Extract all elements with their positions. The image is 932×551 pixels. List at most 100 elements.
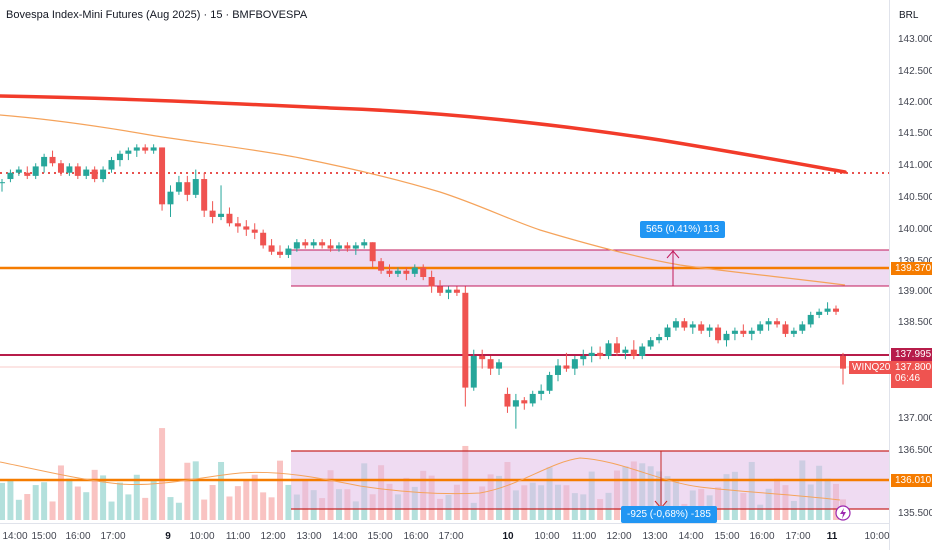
candle-body[interactable] [521, 400, 528, 404]
candle-body[interactable] [378, 261, 385, 271]
candle-body[interactable] [142, 147, 149, 151]
candle-body[interactable] [83, 169, 90, 176]
candle-body[interactable] [243, 226, 250, 230]
candle-body[interactable] [622, 349, 629, 353]
candle-body[interactable] [327, 245, 334, 249]
candle-body[interactable] [706, 327, 713, 331]
candle-body[interactable] [555, 365, 561, 375]
candle-body[interactable] [479, 356, 486, 360]
candle-body[interactable] [757, 324, 764, 331]
time-axis[interactable] [0, 523, 889, 551]
candle-body[interactable] [470, 356, 477, 388]
candle-body[interactable] [580, 356, 587, 360]
candle-body[interactable] [100, 169, 107, 180]
candle-body[interactable] [790, 330, 797, 334]
candle-body[interactable] [369, 242, 376, 262]
candle-body[interactable] [57, 163, 64, 173]
candle-body[interactable] [824, 308, 831, 312]
candle-body[interactable] [66, 166, 73, 173]
candle-body[interactable] [91, 169, 98, 180]
candle-body[interactable] [512, 400, 519, 407]
candle-body[interactable] [293, 242, 300, 249]
candle-body[interactable] [597, 352, 604, 356]
currency-label[interactable]: BRL [899, 10, 919, 21]
candle-body[interactable] [462, 292, 469, 388]
candle-body[interactable] [504, 393, 511, 407]
candle-body[interactable] [588, 352, 595, 356]
candle-body[interactable] [748, 330, 755, 334]
candle-body[interactable] [150, 147, 157, 151]
candle-body[interactable] [681, 321, 688, 328]
candle-body[interactable] [546, 374, 553, 391]
candle-body[interactable] [453, 289, 460, 293]
candle-body[interactable] [538, 390, 545, 394]
candle-body[interactable] [310, 242, 317, 246]
candle-body[interactable] [698, 324, 705, 331]
candle-body[interactable] [496, 362, 503, 369]
candle-body[interactable] [529, 393, 536, 404]
candle-body[interactable] [731, 330, 738, 334]
candle-body[interactable] [277, 251, 283, 255]
candle-body[interactable] [352, 245, 359, 249]
candle-body[interactable] [125, 150, 132, 154]
price-axis[interactable] [889, 0, 932, 550]
candle-body[interactable] [218, 213, 225, 217]
candle-body[interactable] [740, 330, 747, 334]
candle-body[interactable] [0, 182, 5, 184]
candle-body[interactable] [605, 343, 612, 356]
candle-body[interactable] [260, 232, 267, 246]
candle-body[interactable] [344, 245, 351, 249]
candle-body[interactable] [639, 346, 646, 356]
candle-body[interactable] [192, 179, 199, 195]
candle-body[interactable] [234, 223, 241, 227]
candle-body[interactable] [32, 166, 39, 176]
candle-body[interactable] [175, 182, 182, 192]
candlesticks[interactable] [0, 144, 846, 429]
candle-body[interactable] [319, 242, 326, 246]
candle-body[interactable] [833, 308, 839, 312]
candle-body[interactable] [15, 169, 22, 173]
candle-body[interactable] [116, 153, 123, 161]
candle-body[interactable] [487, 359, 494, 369]
candle-body[interactable] [647, 340, 654, 347]
candle-body[interactable] [394, 270, 401, 274]
candle-body[interactable] [563, 365, 570, 369]
candle-body[interactable] [386, 270, 393, 274]
candle-body[interactable] [7, 172, 14, 180]
candle-body[interactable] [403, 270, 410, 274]
candle-body[interactable] [807, 314, 814, 325]
candle-body[interactable] [656, 337, 663, 341]
candle-body[interactable] [799, 324, 806, 331]
candle-body[interactable] [428, 277, 435, 287]
candle-body[interactable] [201, 179, 208, 211]
candle-body[interactable] [816, 311, 823, 315]
candle-body[interactable] [184, 182, 191, 195]
candle-body[interactable] [268, 245, 275, 252]
candle-body[interactable] [133, 147, 140, 151]
candle-body[interactable] [167, 191, 174, 205]
candle-body[interactable] [782, 324, 789, 334]
candle-body[interactable] [302, 242, 309, 246]
candle-body[interactable] [723, 333, 730, 341]
candle-body[interactable] [420, 267, 427, 277]
candle-body[interactable] [840, 356, 846, 369]
candle-body[interactable] [49, 156, 56, 164]
candle-body[interactable] [251, 229, 258, 233]
candle-body[interactable] [571, 359, 578, 369]
candle-body[interactable] [209, 210, 216, 217]
candle-body[interactable] [24, 172, 31, 176]
candle-body[interactable] [630, 349, 637, 356]
candle-body[interactable] [285, 248, 292, 255]
candle-body[interactable] [689, 324, 696, 328]
candle-body[interactable] [41, 156, 48, 167]
candle-body[interactable] [411, 267, 418, 274]
candle-body[interactable] [445, 289, 452, 293]
candle-body[interactable] [664, 327, 671, 338]
candle-body[interactable] [715, 327, 722, 341]
candle-body[interactable] [226, 213, 233, 224]
candle-body[interactable] [108, 160, 115, 170]
candle-body[interactable] [361, 242, 368, 246]
candle-body[interactable] [159, 147, 166, 205]
candle-body[interactable] [613, 343, 620, 353]
